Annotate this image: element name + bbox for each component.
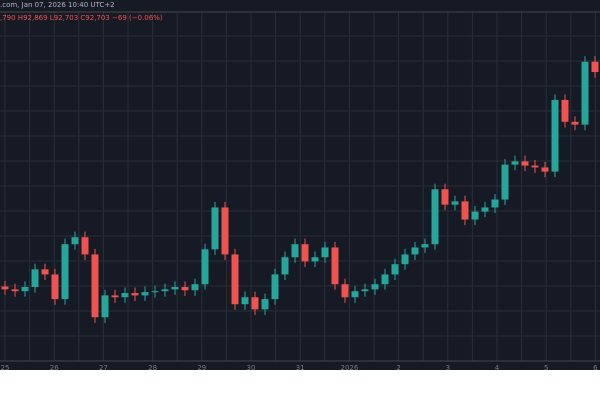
candle-body bbox=[91, 254, 99, 318]
candle-body bbox=[131, 293, 139, 296]
x-tick-label: 6 bbox=[593, 364, 598, 372]
candle-body bbox=[201, 249, 209, 285]
candle-body bbox=[101, 295, 109, 318]
header-text: .com, Jan 07, 2026 10:40 UTC+2 bbox=[0, 1, 115, 9]
candle-body bbox=[361, 289, 369, 292]
candle-body bbox=[11, 289, 19, 292]
candle-body bbox=[551, 99, 559, 172]
candle-body bbox=[181, 287, 189, 291]
candle-body bbox=[511, 161, 519, 165]
grid bbox=[0, 12, 600, 361]
candle-body bbox=[81, 237, 89, 255]
candle-body bbox=[331, 247, 339, 285]
candle-body bbox=[591, 61, 599, 73]
candle-body bbox=[191, 284, 199, 291]
candle-body bbox=[491, 199, 499, 208]
candle-body bbox=[441, 189, 449, 205]
candle-body bbox=[501, 164, 509, 200]
candle-body bbox=[461, 201, 469, 220]
candle-body bbox=[111, 295, 119, 298]
candle-body bbox=[431, 189, 439, 245]
candle-body bbox=[251, 297, 259, 310]
candle-body bbox=[71, 237, 79, 245]
candle-body bbox=[241, 297, 249, 305]
candle-body bbox=[371, 284, 379, 290]
candle-body bbox=[391, 264, 399, 275]
x-tick-label: 26 bbox=[50, 364, 59, 372]
candle-body bbox=[581, 61, 589, 125]
candle-body bbox=[271, 274, 279, 300]
candle-body bbox=[161, 289, 169, 292]
candle-body bbox=[311, 257, 319, 262]
candle-body bbox=[541, 167, 549, 172]
candle-body bbox=[41, 269, 49, 275]
x-tick-label: 5 bbox=[544, 364, 548, 372]
candle-body bbox=[341, 284, 349, 298]
candle-body bbox=[451, 201, 459, 205]
candle-body bbox=[421, 244, 429, 248]
candle-body bbox=[151, 291, 159, 293]
x-tick-label: 27 bbox=[99, 364, 108, 372]
candle-body bbox=[221, 207, 229, 255]
candle-body bbox=[291, 244, 299, 258]
candle-body bbox=[411, 247, 419, 255]
candle-body bbox=[301, 244, 309, 262]
x-tick-label: 2026 bbox=[340, 364, 358, 372]
candle-body bbox=[121, 293, 129, 298]
candle-body bbox=[381, 274, 389, 285]
candle-body bbox=[1, 286, 9, 290]
candle-body bbox=[21, 287, 29, 292]
x-tick-label: 30 bbox=[247, 364, 256, 372]
candle-body bbox=[31, 269, 39, 288]
candle-body bbox=[281, 257, 289, 275]
candle-body bbox=[231, 254, 239, 305]
x-tick-label: 25 bbox=[1, 364, 10, 372]
candle-body bbox=[401, 254, 409, 265]
candle-body bbox=[351, 291, 359, 298]
x-tick-label: 3 bbox=[446, 364, 450, 372]
candle-body bbox=[561, 99, 569, 122]
candle-body bbox=[61, 244, 69, 300]
x-tick-label: 4 bbox=[495, 364, 500, 372]
candle-body bbox=[471, 211, 479, 220]
x-tick-label: 29 bbox=[197, 364, 206, 372]
x-tick-label: 2 bbox=[396, 364, 400, 372]
candle-body bbox=[51, 274, 59, 300]
ohlc-text: ,790 H92,869 L92,703 C92,703 −69 (−0.06%… bbox=[0, 14, 163, 22]
candle-body bbox=[141, 292, 149, 296]
candle-body bbox=[481, 207, 489, 212]
x-tick-label: 28 bbox=[148, 364, 157, 372]
x-tick-label: 31 bbox=[296, 364, 305, 372]
candle-body bbox=[321, 247, 329, 258]
candle-body bbox=[521, 161, 529, 166]
candle-body bbox=[171, 287, 179, 290]
candle-body bbox=[531, 165, 539, 168]
candle-body bbox=[261, 299, 269, 310]
candle-body bbox=[571, 121, 579, 125]
candle-body bbox=[211, 207, 219, 250]
